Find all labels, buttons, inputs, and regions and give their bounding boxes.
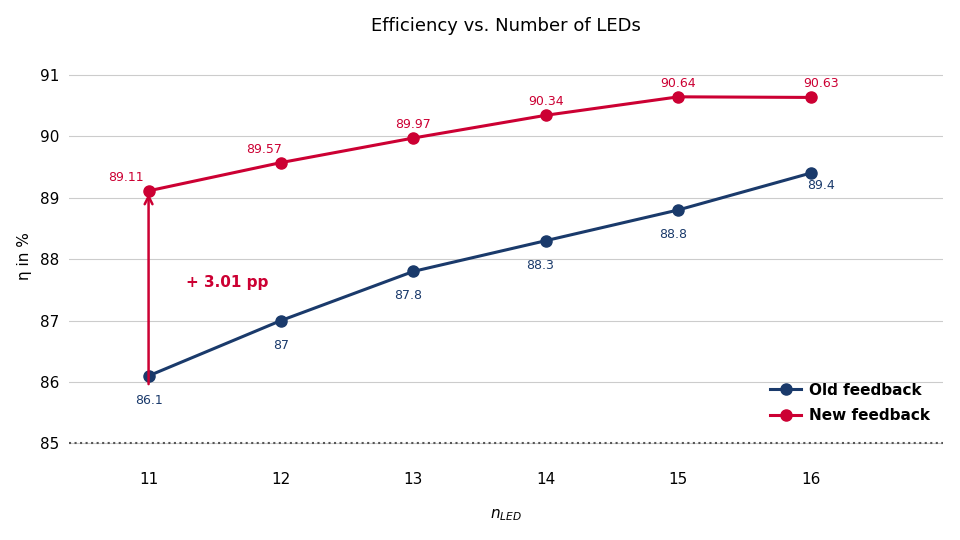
- Text: 90.63: 90.63: [803, 78, 838, 91]
- Legend: Old feedback, New feedback: Old feedback, New feedback: [764, 376, 936, 429]
- Text: 87: 87: [273, 339, 289, 352]
- Text: $\mathit{n}_{\mathit{LED}}$: $\mathit{n}_{\mathit{LED}}$: [491, 507, 522, 523]
- Text: 90.64: 90.64: [660, 77, 696, 90]
- Text: 88.3: 88.3: [526, 259, 554, 272]
- Text: 89.4: 89.4: [806, 179, 834, 192]
- Text: 86.1: 86.1: [134, 394, 162, 407]
- Text: 89.97: 89.97: [396, 118, 431, 131]
- Title: Efficiency vs. Number of LEDs: Efficiency vs. Number of LEDs: [372, 17, 641, 35]
- Text: 87.8: 87.8: [394, 289, 422, 302]
- Text: 89.57: 89.57: [247, 143, 282, 156]
- Y-axis label: η in %: η in %: [16, 232, 32, 280]
- Text: 90.34: 90.34: [528, 96, 564, 109]
- Text: + 3.01 pp: + 3.01 pp: [185, 275, 268, 290]
- Text: 88.8: 88.8: [659, 228, 686, 241]
- Text: 89.11: 89.11: [108, 171, 144, 184]
